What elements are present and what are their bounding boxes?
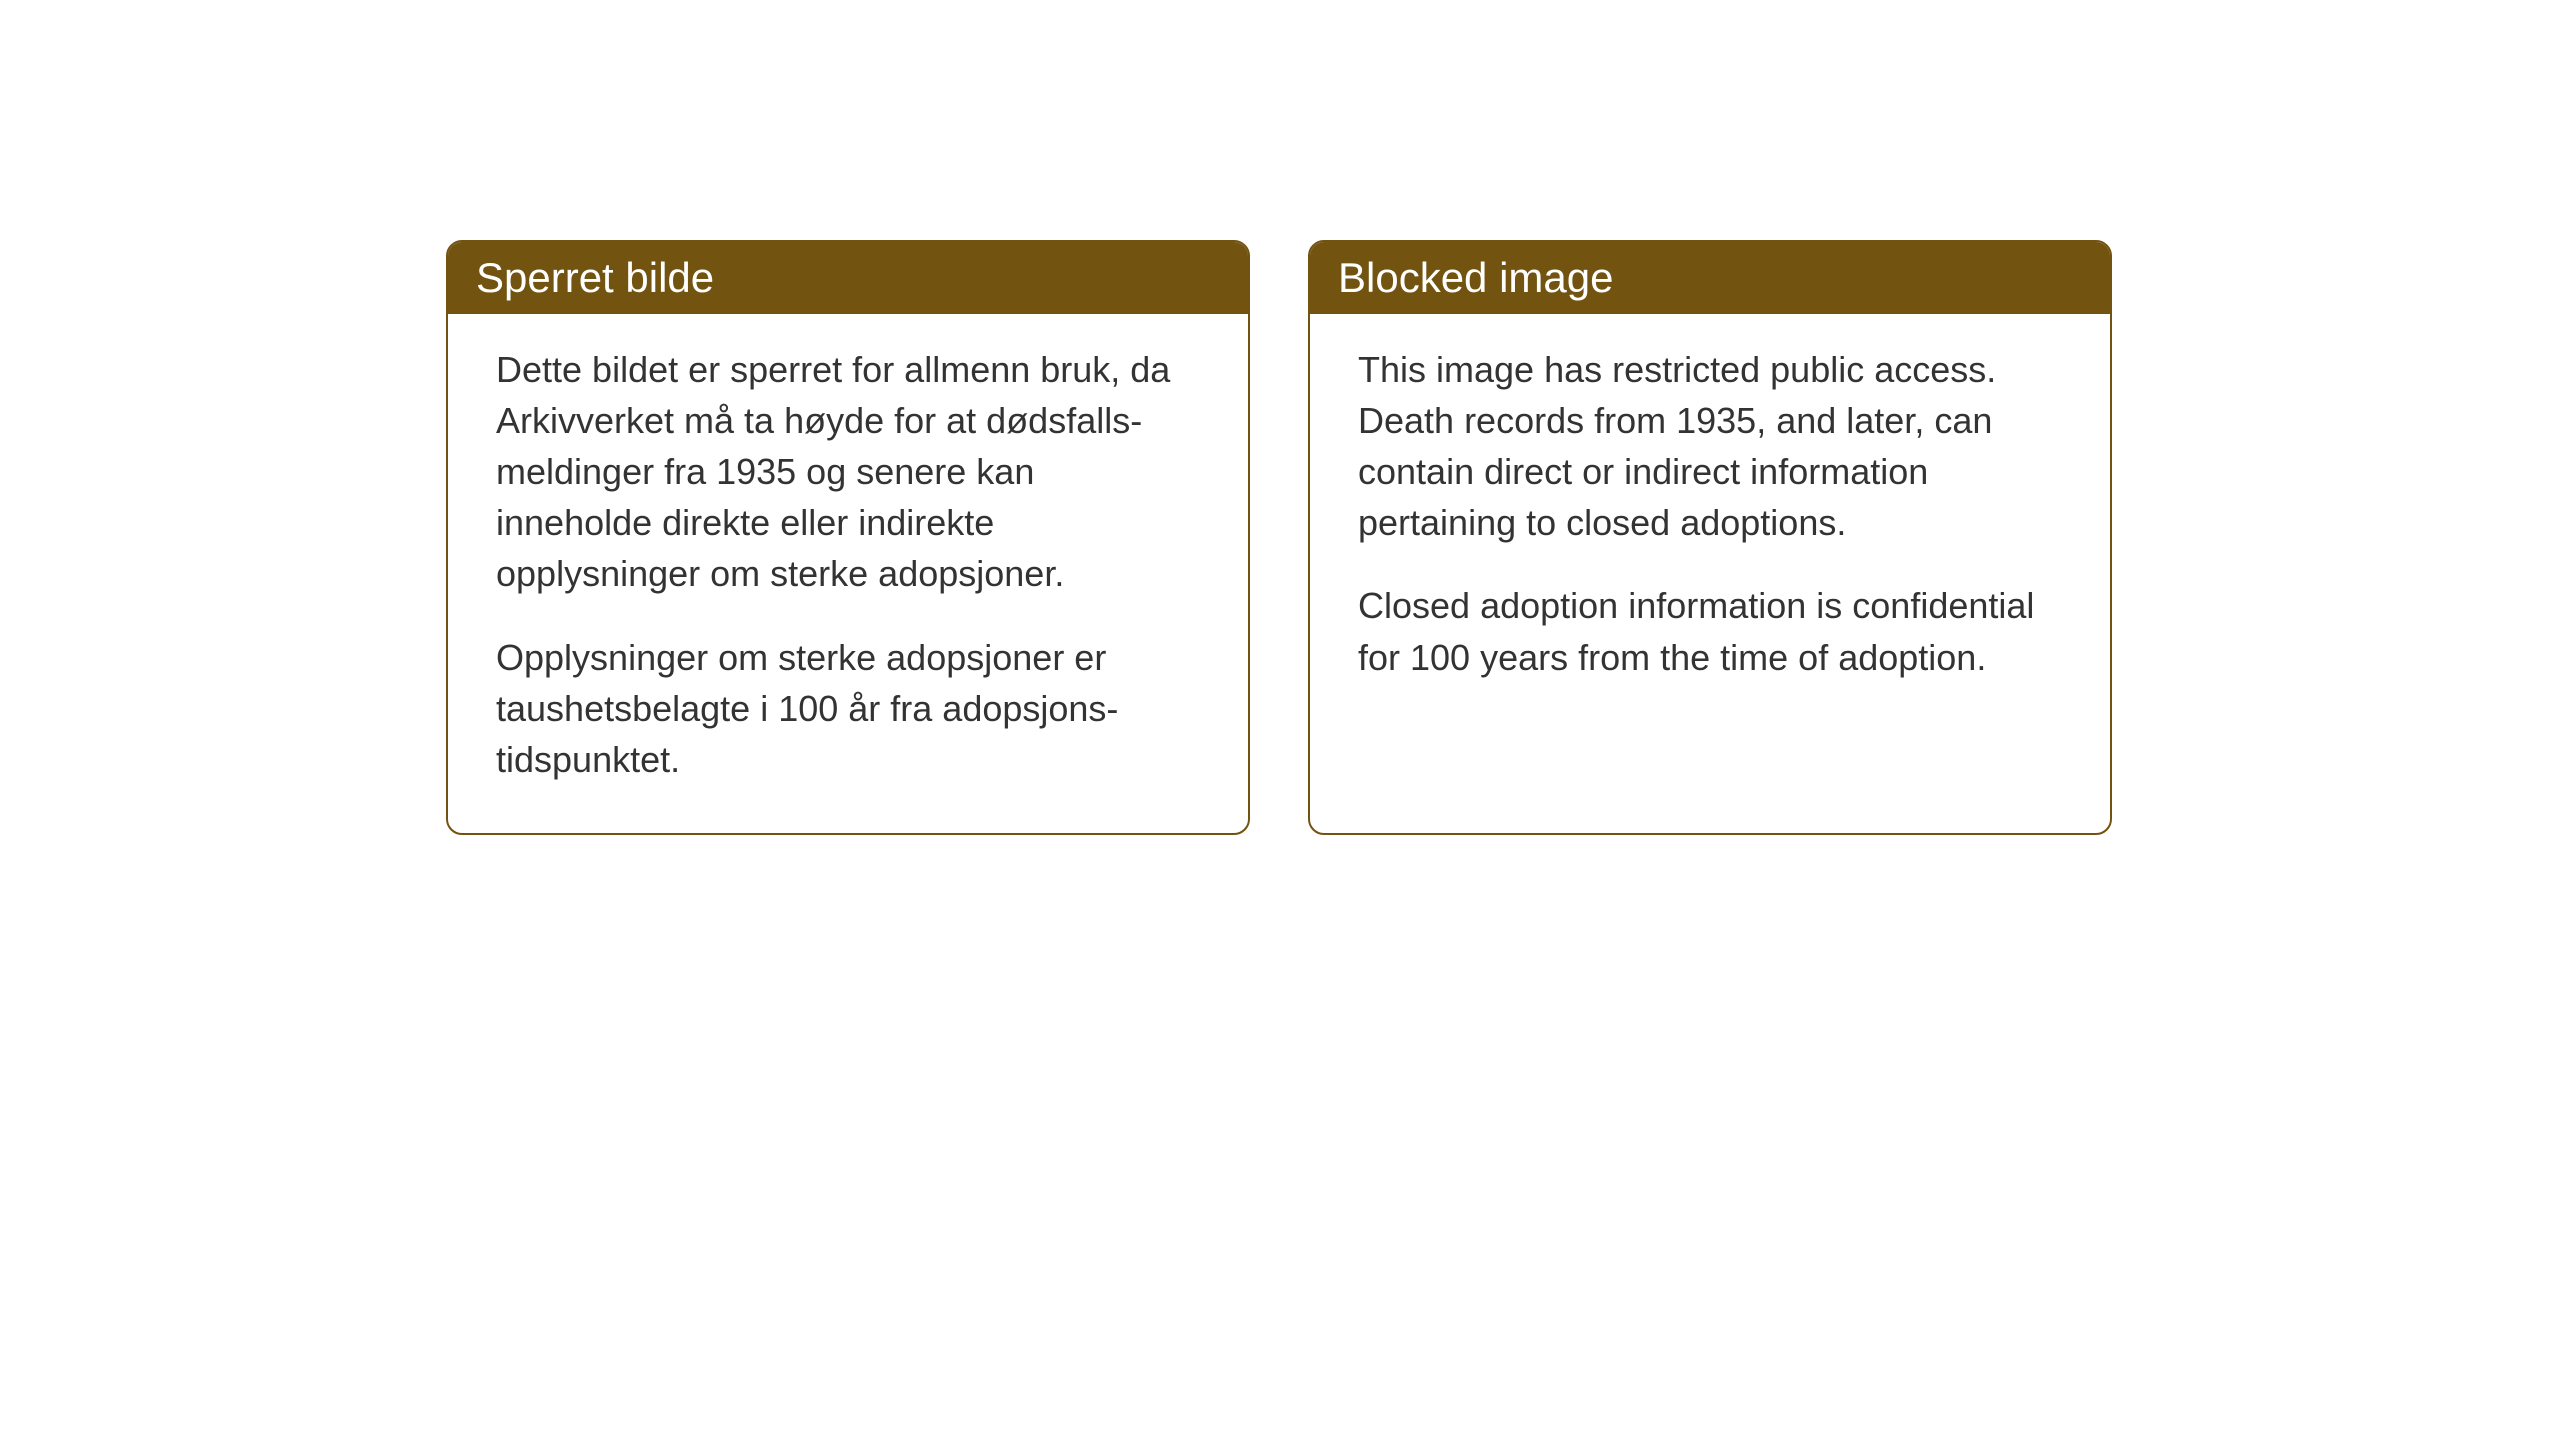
norwegian-paragraph-2: Opplysninger om sterke adopsjoner er tau… [496,632,1200,785]
norwegian-card-header: Sperret bilde [448,242,1248,314]
norwegian-card-title: Sperret bilde [476,254,714,301]
norwegian-card: Sperret bilde Dette bildet er sperret fo… [446,240,1250,835]
norwegian-card-body: Dette bildet er sperret for allmenn bruk… [448,314,1248,833]
norwegian-paragraph-1: Dette bildet er sperret for allmenn bruk… [496,344,1200,600]
english-paragraph-1: This image has restricted public access.… [1358,344,2062,548]
english-paragraph-2: Closed adoption information is confident… [1358,580,2062,682]
cards-container: Sperret bilde Dette bildet er sperret fo… [446,240,2112,835]
english-card-title: Blocked image [1338,254,1613,301]
english-card-body: This image has restricted public access.… [1310,314,2110,731]
english-card-header: Blocked image [1310,242,2110,314]
english-card: Blocked image This image has restricted … [1308,240,2112,835]
